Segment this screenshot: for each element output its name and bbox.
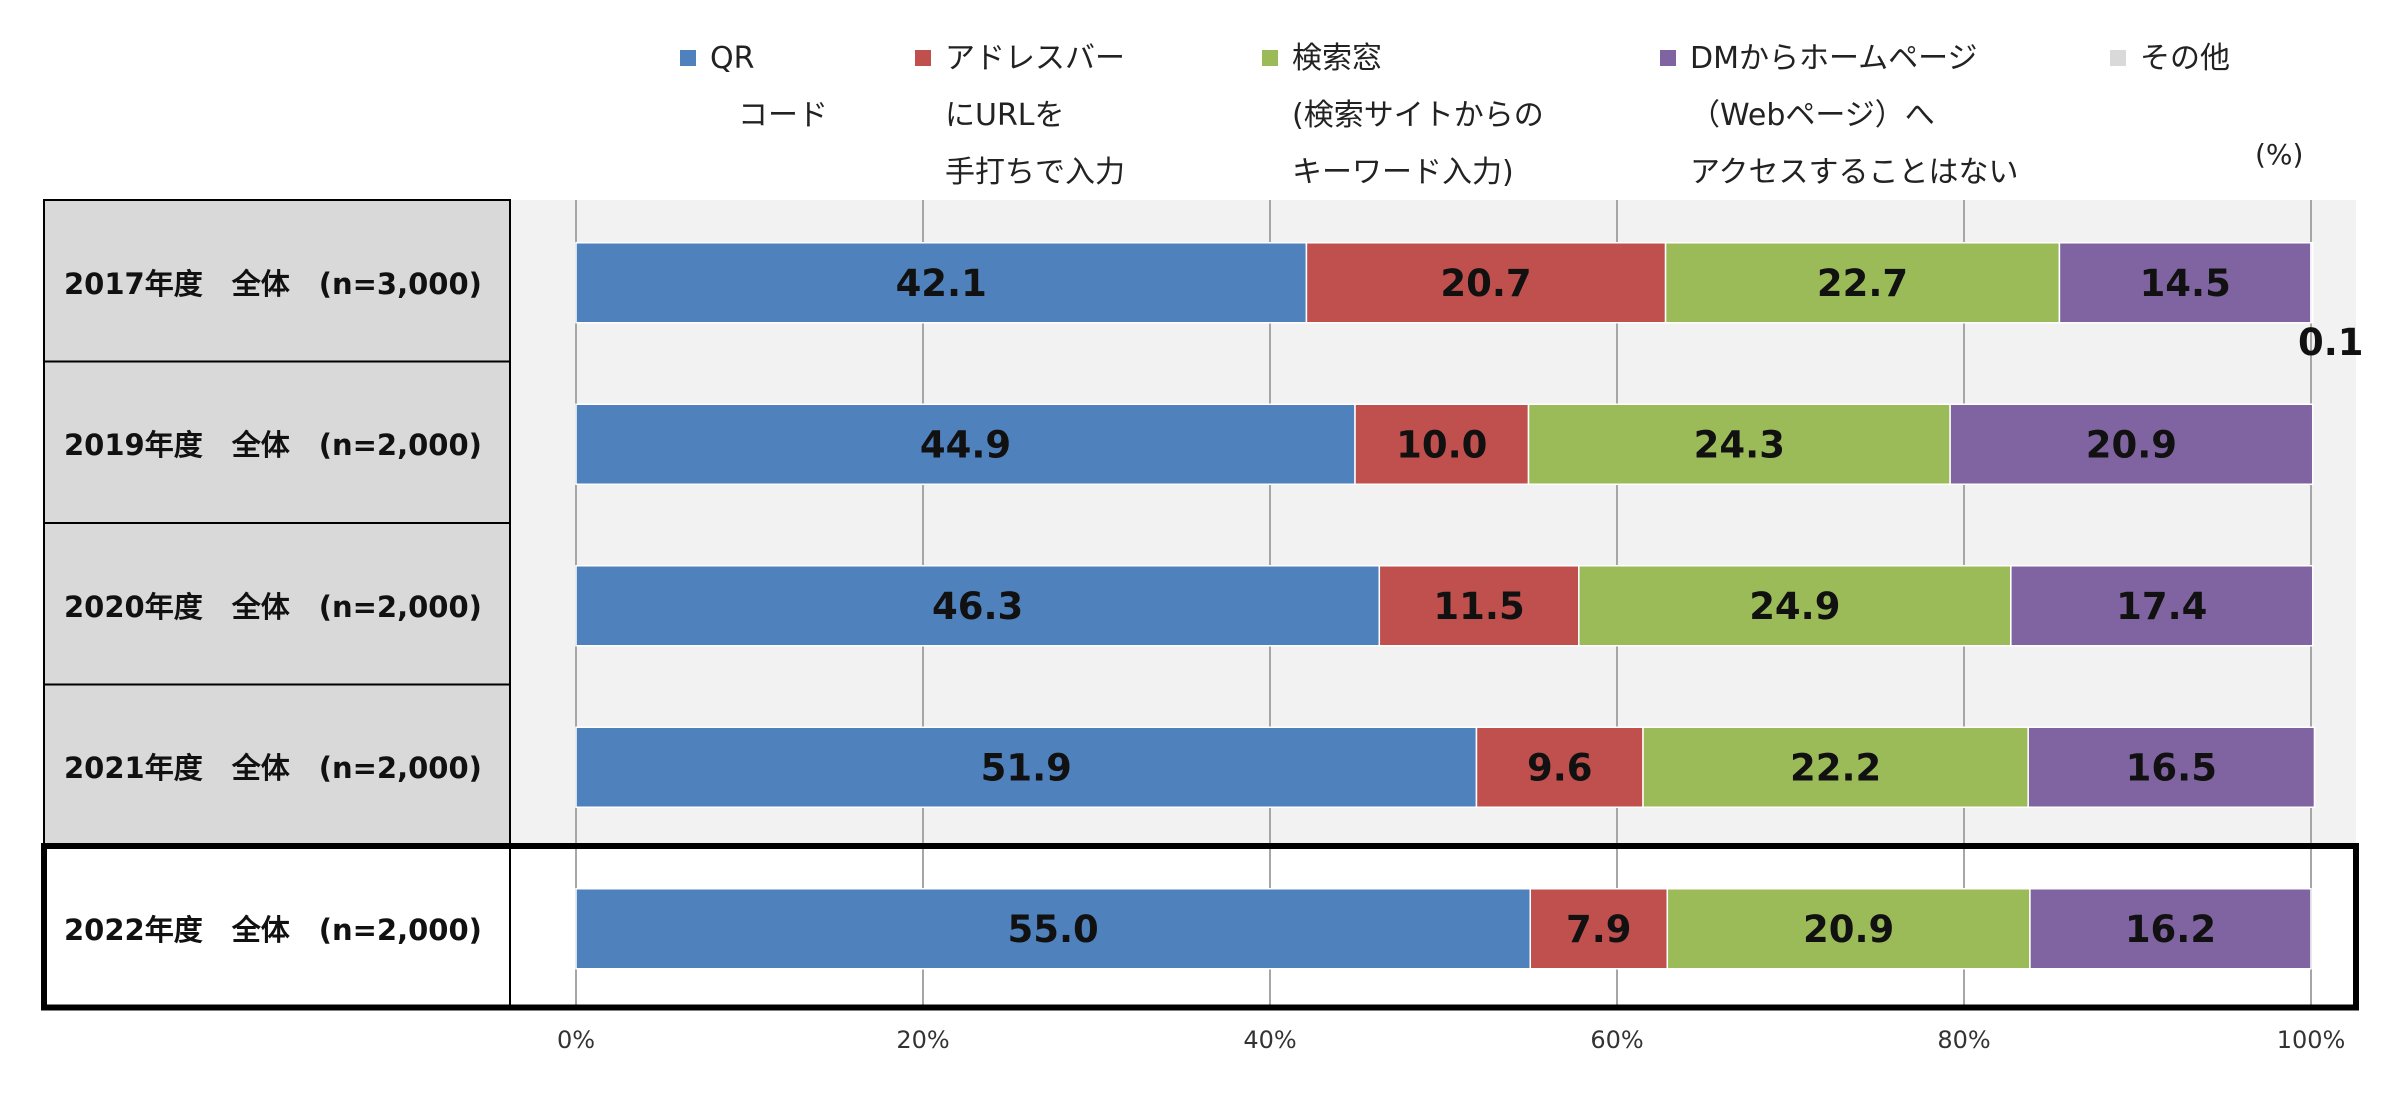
bar-segment [575,726,1478,808]
data-label: 44.9 [920,423,1011,466]
legend-item: 検索窓 (検索サイトからの キーワード入力) [1262,30,1544,201]
bar-segment [2010,565,2314,647]
legend-label: アクセスすることはない [1690,155,2019,190]
data-label: 24.3 [1694,423,1785,466]
bar-segment [1578,565,2012,647]
data-label: 24.9 [1749,585,1840,628]
bar-segment [1529,888,1669,970]
highlight-box [41,843,2359,1011]
data-label: 17.4 [2116,585,2207,628]
legend-label: コード [738,98,828,133]
data-label: 20.9 [2086,423,2177,466]
bar-segment [575,565,1381,647]
data-label: 7.9 [1566,908,1632,951]
row-label-box [43,683,511,847]
bar-segment [2027,726,2316,808]
category-label: 2020年度 全体 (n=2,000) [64,589,482,624]
data-label: 46.3 [932,585,1023,628]
bar-segment [1664,242,2061,324]
legend-swatch [2110,50,2126,66]
legend-swatch [1262,50,1278,66]
data-label: 42.1 [896,262,987,305]
unit-label: (%) [2255,138,2304,171]
bar-segment [2310,242,2314,324]
data-label: 16.2 [2125,908,2216,951]
legend-item: QR コード [680,30,828,144]
data-label: 22.7 [1817,262,1908,305]
data-label: 51.9 [981,746,1072,789]
legend-label: (検索サイトからの [1292,98,1544,133]
legend-label: その他 [2140,41,2230,76]
row-label-box [43,360,511,524]
legend-label: キーワード入力) [1292,155,1514,190]
x-tick-label: 100% [2277,1026,2346,1054]
category-label: 2022年度 全体 (n=2,000) [64,912,482,947]
category-label: 2019年度 全体 (n=2,000) [64,428,482,463]
legend-label: にURLを [945,98,1065,133]
bar-segment [575,888,1531,970]
bar-segment [2058,242,2312,324]
bar-segment [1305,242,1667,324]
bar-segment [575,242,1308,324]
legend-swatch [680,50,696,66]
legend-label: （Webページ）へ [1690,98,1935,133]
bar-segment [2029,888,2312,970]
x-tick-label: 80% [1937,1026,1990,1054]
x-tick-label: 60% [1590,1026,1643,1054]
data-label: 14.5 [2140,262,2231,305]
data-label: 16.5 [2126,746,2217,789]
data-label: 0.1 [2298,321,2364,364]
legend-swatch [915,50,931,66]
data-label: 9.6 [1527,746,1593,789]
bar-segment [575,403,1356,485]
x-tick-label: 40% [1243,1026,1296,1054]
bar-segment [1949,403,2314,485]
row-label-box [43,199,511,363]
data-label: 20.7 [1440,262,1531,305]
bar-segment [1475,726,1644,808]
legend-item: その他 [2110,30,2230,87]
legend-label: アドレスバー [945,41,1125,76]
legend-label: 検索窓 [1292,41,1382,76]
data-label: 10.0 [1396,423,1487,466]
legend-label: QR [710,41,755,76]
data-label: 55.0 [1007,908,1098,951]
x-tick-label: 0% [557,1026,595,1054]
legend-swatch [1660,50,1676,66]
legend-label: DMからホームページ [1690,41,1978,76]
x-tick-label: 20% [896,1026,949,1054]
legend-item: DMからホームページ （Webページ）へアクセスすることはない [1660,30,2019,201]
data-label: 11.5 [1433,585,1524,628]
bar-segment [1378,565,1580,647]
category-label: 2017年度 全体 (n=3,000) [64,266,482,301]
legend-item: アドレスバー にURLを手打ちで入力 [915,30,1125,201]
row-label-box [43,522,511,686]
data-label: 22.2 [1790,746,1881,789]
data-label: 20.9 [1803,908,1894,951]
bar-segment [1642,726,2029,808]
bar-segment [1527,403,1951,485]
legend-label: 手打ちで入力 [945,155,1125,190]
category-label: 2021年度 全体 (n=2,000) [64,751,482,786]
bar-segment [1354,403,1530,485]
